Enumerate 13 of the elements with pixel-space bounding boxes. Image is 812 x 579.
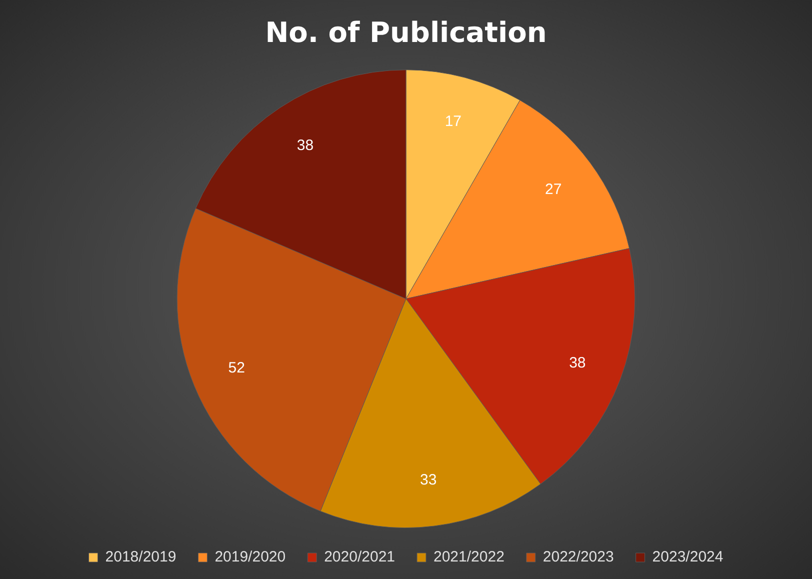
data-label: 33 <box>420 472 437 489</box>
legend-label: 2020/2021 <box>324 548 395 566</box>
data-label: 17 <box>444 112 462 130</box>
legend-label: 2018/2019 <box>105 548 176 566</box>
data-label: 52 <box>228 360 245 377</box>
chart-title: No. of Publication <box>265 16 547 50</box>
legend-label: 2022/2023 <box>542 548 614 566</box>
data-label: 27 <box>545 181 562 198</box>
data-label: 38 <box>569 354 586 372</box>
data-label: 38 <box>296 136 314 154</box>
legend-label: 2019/2020 <box>214 548 286 566</box>
legend-label: 2021/2022 <box>434 548 504 566</box>
legend-label: 2023/2024 <box>652 548 724 566</box>
